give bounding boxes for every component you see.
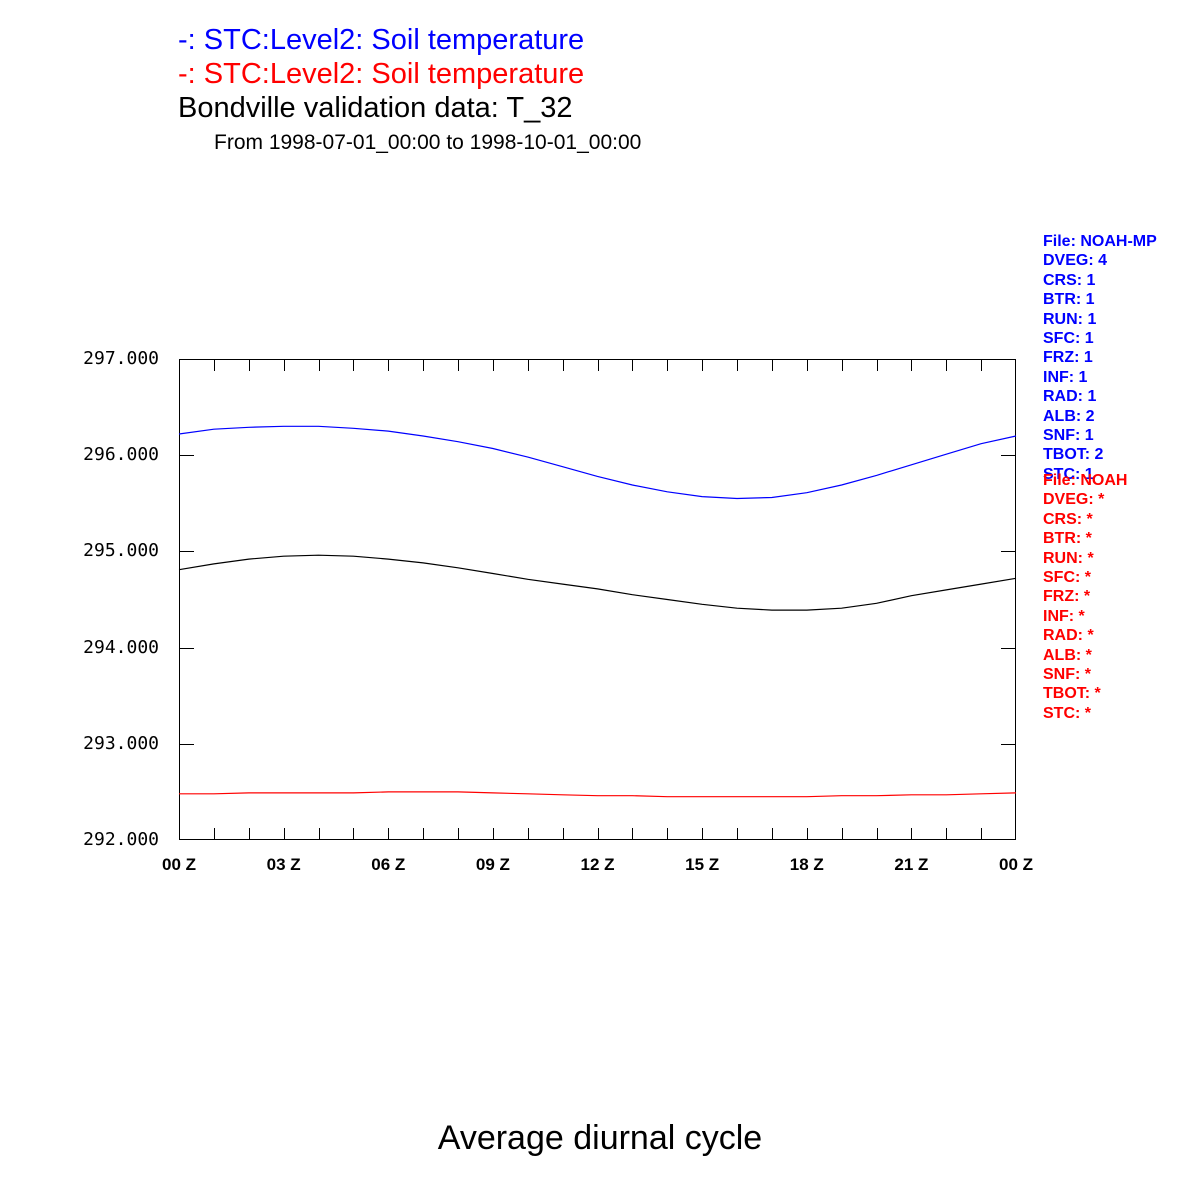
- title-series-noahmp: -: STC:Level2: Soil temperature: [178, 24, 585, 56]
- legend-line: FRZ: 1: [1043, 349, 1093, 367]
- legend-line: DVEG: 4: [1043, 252, 1108, 270]
- series-line: [179, 791, 1017, 798]
- legend-line: SNF: 1: [1043, 426, 1094, 444]
- legend-line: FRZ: *: [1043, 588, 1091, 606]
- y-tick-label: 294.000: [83, 636, 159, 658]
- legend-line: BTR: *: [1043, 530, 1092, 548]
- legend-line: RAD: 1: [1043, 388, 1097, 406]
- legend-line: CRS: 1: [1043, 271, 1096, 289]
- legend-line: SFC: 1: [1043, 329, 1094, 347]
- y-tick-label: 297.000: [83, 348, 159, 369]
- legend-line: RUN: 1: [1043, 310, 1097, 328]
- bottom-title: Average diurnal cycle: [437, 1119, 763, 1157]
- legend-line: INF: 1: [1043, 368, 1088, 386]
- legend-line: BTR: 1: [1043, 291, 1095, 309]
- y-tick-label: 296.000: [83, 444, 159, 466]
- legend-line: CRS: *: [1043, 510, 1093, 528]
- legend-line: RUN: *: [1043, 549, 1094, 567]
- legend-line: DVEG: *: [1043, 491, 1105, 509]
- series-line: [178, 425, 1017, 500]
- legend-line: STC: 1: [1043, 465, 1094, 483]
- y-tick-label: 292.000: [83, 829, 159, 850]
- legend-line: STC: *: [1043, 704, 1091, 722]
- plot-frame: [179, 359, 1016, 840]
- x-tick-label: 12 Z: [580, 855, 615, 874]
- x-tick-label: 21 Z: [894, 855, 929, 874]
- legend-line: INF: *: [1043, 607, 1085, 625]
- x-tick-label: 15 Z: [685, 855, 720, 874]
- legend-line: SNF: *: [1043, 665, 1091, 683]
- y-tick-label: 295.000: [83, 540, 159, 562]
- legend-noahmp-settings: File: NOAH-MP DVEG: 4 CRS: 1 BTR: 1 RUN: 1 SF…: [1043, 232, 1157, 484]
- date-range-subtitle: From 1998-07-01_00:00 to 1998-10-01_00:0…: [214, 131, 642, 154]
- series-line: [178, 554, 1017, 611]
- legend-noah-settings: File: NOAH DVEG: * CRS: * BTR: * RUN: * SFC: …: [1043, 471, 1127, 723]
- x-tick-label: 09 Z: [475, 855, 510, 874]
- x-tick-label: 03 Z: [266, 855, 301, 874]
- chart-canvas: [178, 359, 1017, 840]
- title-series-noah: -: STC:Level2: Soil temperature: [178, 58, 585, 90]
- x-tick-label: 00 Z: [998, 855, 1034, 874]
- legend-line: File: NOAH: [1043, 472, 1128, 489]
- page-title: Bondville validation data: T_32: [178, 92, 573, 124]
- legend-line: ALB: *: [1043, 646, 1092, 664]
- legend-line: SFC: *: [1043, 568, 1091, 586]
- x-tick-label: 06 Z: [371, 855, 406, 874]
- chart-plot-area: [178, 359, 1017, 840]
- x-tick-label: 00 Z: [161, 855, 197, 874]
- legend-line: File: NOAH-MP: [1043, 233, 1157, 250]
- legend-line: RAD: *: [1043, 627, 1094, 645]
- y-tick-label: 293.000: [83, 732, 159, 754]
- legend-line: ALB: 2: [1043, 407, 1095, 425]
- legend-line: TBOT: 2: [1043, 446, 1104, 464]
- legend-line: TBOT: *: [1043, 685, 1101, 703]
- x-tick-label: 18 Z: [789, 855, 824, 874]
